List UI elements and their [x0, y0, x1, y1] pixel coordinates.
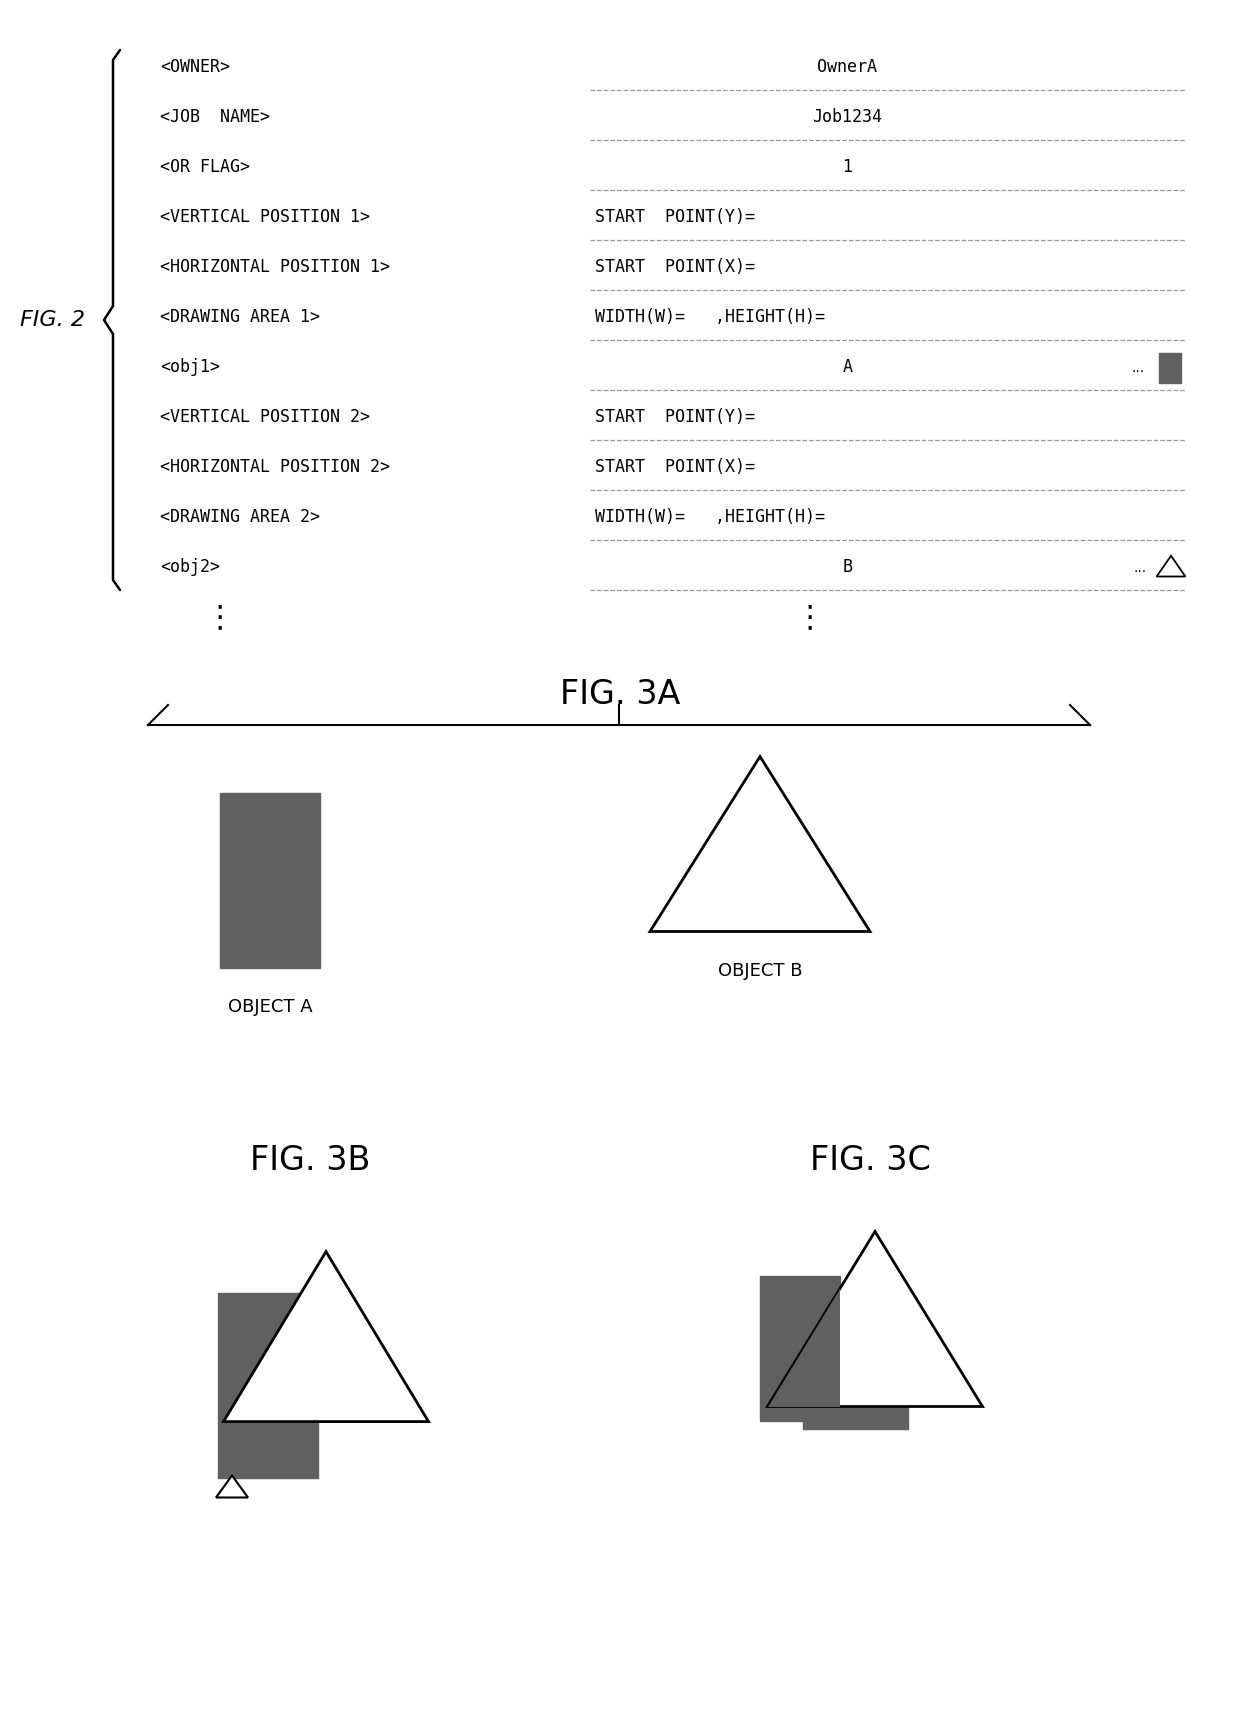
- Polygon shape: [768, 1231, 982, 1406]
- Text: Job1234: Job1234: [812, 109, 883, 127]
- Bar: [802, 1384, 908, 1429]
- Text: <VERTICAL POSITION 2>: <VERTICAL POSITION 2>: [160, 409, 370, 427]
- Text: ...: ...: [1132, 361, 1145, 375]
- Text: <OR FLAG>: <OR FLAG>: [160, 158, 250, 177]
- Polygon shape: [768, 1290, 839, 1406]
- Text: WIDTH(W)=   ,HEIGHT(H)=: WIDTH(W)= ,HEIGHT(H)=: [595, 309, 825, 326]
- Text: B: B: [842, 558, 853, 576]
- Text: START  POINT(Y)=: START POINT(Y)=: [595, 409, 755, 427]
- Text: 1: 1: [842, 158, 853, 177]
- Text: <obj2>: <obj2>: [160, 558, 219, 576]
- Text: <DRAWING AREA 2>: <DRAWING AREA 2>: [160, 508, 320, 527]
- Text: FIG. 3B: FIG. 3B: [249, 1143, 371, 1176]
- Text: ⋮: ⋮: [795, 603, 826, 631]
- Text: WIDTH(W)=   ,HEIGHT(H)=: WIDTH(W)= ,HEIGHT(H)=: [595, 508, 825, 527]
- Polygon shape: [216, 1476, 248, 1498]
- Text: FIG. 2: FIG. 2: [20, 310, 84, 329]
- Bar: [1159, 352, 1180, 383]
- Text: <DRAWING AREA 1>: <DRAWING AREA 1>: [160, 309, 320, 326]
- Polygon shape: [223, 1252, 429, 1422]
- Text: FIG. 3A: FIG. 3A: [559, 678, 681, 711]
- Bar: [218, 1292, 317, 1477]
- Bar: [219, 792, 320, 968]
- Text: START  POINT(Y)=: START POINT(Y)=: [595, 208, 755, 227]
- Text: FIG. 3C: FIG. 3C: [810, 1143, 930, 1176]
- Text: <HORIZONTAL POSITION 2>: <HORIZONTAL POSITION 2>: [160, 458, 391, 477]
- Text: OwnerA: OwnerA: [817, 59, 878, 76]
- Text: START  POINT(X)=: START POINT(X)=: [595, 458, 755, 477]
- Text: START  POINT(X)=: START POINT(X)=: [595, 258, 755, 276]
- Text: OBJECT B: OBJECT B: [718, 961, 802, 980]
- Text: ...: ...: [1133, 560, 1146, 574]
- Text: <VERTICAL POSITION 1>: <VERTICAL POSITION 1>: [160, 208, 370, 227]
- Text: OBJECT A: OBJECT A: [228, 997, 312, 1016]
- Text: ⋮: ⋮: [205, 603, 236, 631]
- Bar: [759, 1276, 839, 1420]
- Text: <JOB  NAME>: <JOB NAME>: [160, 109, 270, 127]
- Text: <HORIZONTAL POSITION 1>: <HORIZONTAL POSITION 1>: [160, 258, 391, 276]
- Text: <obj1>: <obj1>: [160, 359, 219, 376]
- Text: <OWNER>: <OWNER>: [160, 59, 229, 76]
- Text: A: A: [842, 359, 853, 376]
